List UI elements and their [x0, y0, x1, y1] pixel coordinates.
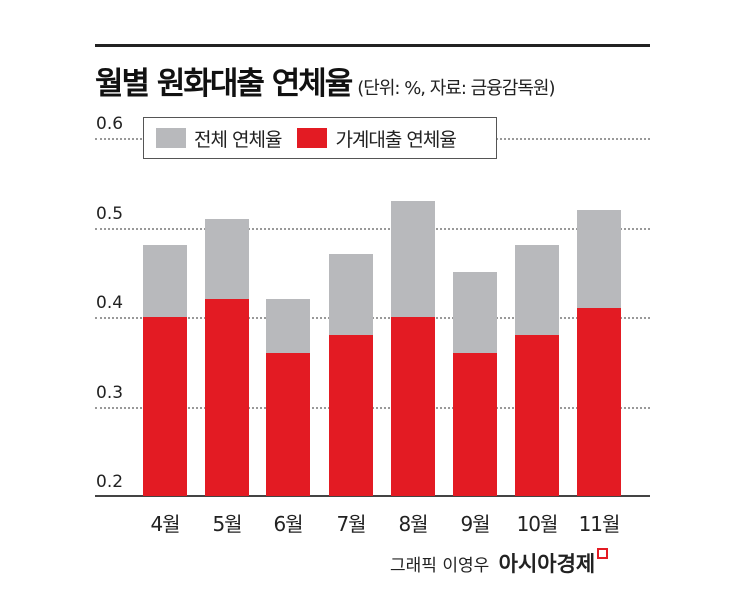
bar-group: [329, 0, 373, 613]
bar-household: [577, 308, 621, 496]
bar-group: [515, 0, 559, 613]
bar-household: [329, 334, 373, 496]
y-tick-label: 0.5: [96, 203, 124, 224]
legend: 전체 연체율 가계대출 연체율: [143, 117, 497, 159]
bar-household: [143, 317, 187, 496]
bar-group: [266, 0, 310, 613]
y-tick-label: 0.3: [96, 382, 124, 403]
publisher-logo: 아시아경제: [498, 552, 596, 576]
x-tick-label: 4월: [150, 512, 180, 536]
legend-swatch-household: [297, 128, 328, 148]
x-axis-line: [95, 495, 650, 497]
bar-group: [143, 0, 187, 613]
x-tick-label: 8월: [398, 512, 428, 536]
bar-group: [391, 0, 435, 613]
credit-graphic: 그래픽 이영우: [390, 556, 490, 576]
legend-swatch-total: [156, 128, 186, 148]
bar-household: [205, 299, 249, 496]
title-rule: [95, 44, 650, 47]
bar-household: [515, 334, 559, 496]
bar-group: [205, 0, 249, 613]
bar-household: [391, 317, 435, 496]
y-tick-label: 0.2: [96, 472, 124, 492]
y-tick-label: 0.6: [96, 114, 124, 134]
bar-group: [453, 0, 497, 613]
x-tick-label: 6월: [273, 512, 303, 536]
legend-label-household: 가계대출 연체율: [335, 128, 456, 151]
x-tick-label: 7월: [336, 512, 366, 536]
y-tick-label: 0.4: [96, 293, 124, 313]
logo-mark-icon: [597, 548, 609, 559]
bar-household: [453, 352, 497, 496]
chart-subtitle: (단위: %, 자료: 금융감독원): [357, 78, 555, 99]
x-tick-label: 10월: [516, 512, 559, 536]
x-tick-label: 11월: [578, 512, 621, 536]
title-text: 월별 원화대출 연체율: [95, 66, 353, 102]
gridline: [95, 227, 650, 230]
x-tick-label: 9월: [460, 512, 490, 536]
x-tick-label: 5월: [212, 512, 242, 536]
credit: 그래픽 이영우 아시아경제: [390, 548, 609, 578]
legend-label-total: 전체 연체율: [194, 128, 282, 151]
bar-group: [577, 0, 621, 613]
bar-household: [266, 352, 310, 496]
chart-title: 월별 원화대출 연체율 (단위: %, 자료: 금융감독원): [95, 58, 555, 103]
